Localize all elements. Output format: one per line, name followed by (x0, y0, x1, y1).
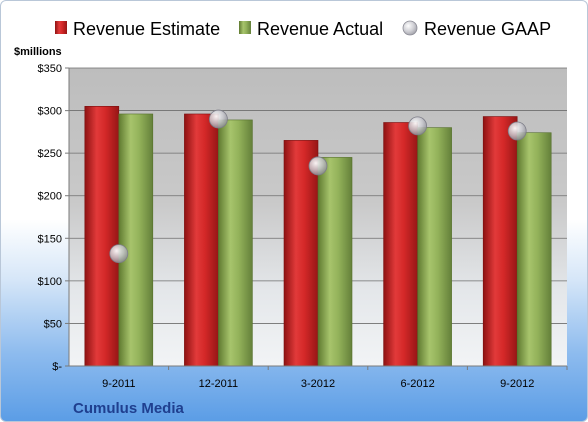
y-tick-label: $50 (44, 318, 62, 330)
actual-bar (317, 157, 353, 367)
company-label: Cumulus Media (73, 400, 185, 417)
gaap-marker (208, 109, 228, 129)
estimate-bar (184, 113, 219, 367)
x-tick-label: 6-2012 (400, 378, 434, 390)
legend-label-actual: Revenue Actual (257, 19, 383, 39)
y-tick-label: $150 (38, 233, 62, 245)
actual-bar (417, 127, 452, 367)
gaap-marker (109, 244, 129, 264)
legend-item-estimate: Revenue Estimate (55, 19, 220, 39)
estimate-bar (482, 116, 518, 367)
legend-label-estimate: Revenue Estimate (73, 19, 220, 39)
legend-item-gaap: Revenue GAAP (402, 19, 551, 39)
x-tick-label: 9-2012 (500, 378, 534, 390)
x-tick-label: 12-2011 (199, 378, 239, 390)
legend-item-actual: Revenue Actual (239, 19, 383, 39)
gaap-marker (408, 116, 428, 136)
x-tick-label: 3-2012 (301, 378, 335, 390)
axes: $- $50 $100 $150 $200 $250 $300 $350 9-2011 12-20… (38, 63, 568, 390)
y-tick-label: $100 (38, 276, 62, 288)
y-tick-label: $350 (38, 63, 62, 75)
y-tick-label: $200 (38, 191, 62, 203)
estimate-bar (383, 122, 418, 367)
gaap-markers (109, 109, 527, 264)
estimate-bar (283, 140, 319, 367)
y-unit-label: $millions (14, 46, 62, 58)
y-tick-label: $250 (38, 148, 62, 160)
actual-bar (118, 113, 154, 367)
actual-bar (516, 132, 552, 367)
estimate-bar (84, 106, 120, 367)
gaap-marker (308, 156, 328, 176)
legend-swatch-actual (239, 21, 251, 34)
legend: Revenue Estimate Revenue Actual Revenue … (55, 19, 551, 39)
legend-label-gaap: Revenue GAAP (424, 19, 551, 39)
legend-swatch-estimate (55, 21, 67, 34)
legend-swatch-gaap (402, 20, 418, 36)
y-tick-label: $- (52, 361, 62, 373)
x-tick-label: 9-2011 (102, 378, 135, 390)
actual-bar (218, 119, 253, 367)
y-tick-label: $300 (38, 106, 62, 118)
gaap-marker (507, 121, 527, 141)
